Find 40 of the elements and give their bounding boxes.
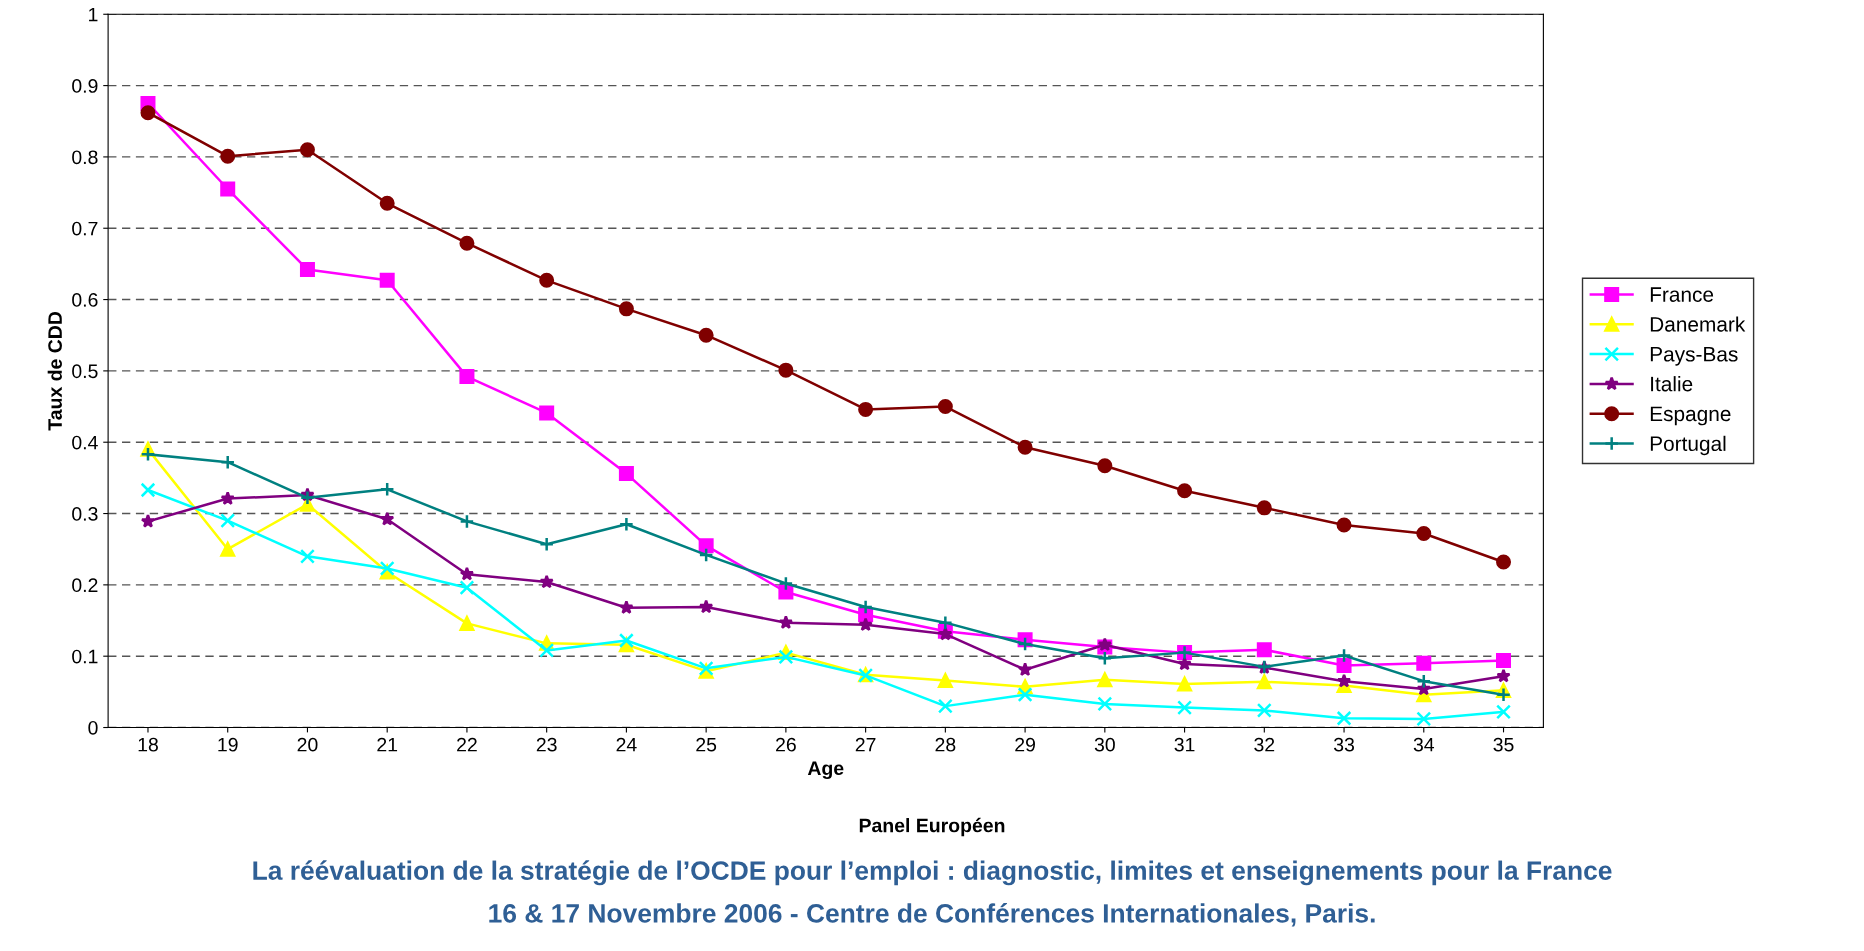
x-tick-label: 32 [1254, 737, 1275, 752]
x-tick-label: 22 [457, 737, 477, 752]
legend-label: Danemark [1650, 316, 1746, 332]
x-axis-title: Age [807, 761, 844, 780]
x-tick-label: 34 [1413, 737, 1435, 752]
y-axis-title: Taux de CDD [47, 311, 62, 431]
y-tick-label: 0.2 [72, 578, 98, 593]
y-tick-label: 0.7 [72, 221, 98, 236]
x-tick-label: 27 [855, 737, 876, 752]
y-tick-label: 1 [89, 7, 98, 22]
legend-label: Espagne [1650, 406, 1731, 426]
x-tick-label: 25 [696, 737, 717, 752]
y-tick-label: 0.5 [72, 364, 98, 379]
x-tick-label: 30 [1094, 737, 1115, 752]
x-tick-label: 18 [138, 737, 158, 752]
x-tick-label: 24 [616, 737, 637, 752]
legend-label: Portugal [1650, 435, 1726, 456]
x-tick-label: 23 [536, 737, 557, 752]
x-tick-label: 20 [297, 737, 318, 752]
y-tick-label: 0 [88, 720, 98, 735]
x-tick-label: 19 [218, 737, 238, 752]
x-tick-label: 21 [377, 737, 398, 752]
text: 16 & 17 Novembre 2006 - Centre de Conférences Internationales, Paris. [489, 903, 1375, 927]
legend-label: Pays-Bas [1650, 347, 1738, 366]
x-tick-label: 26 [776, 737, 796, 752]
x-tick-label: 29 [1015, 737, 1035, 752]
y-tick-label: 0.6 [72, 293, 98, 307]
text: Panel Européen [859, 817, 1005, 837]
x-tick-label: 31 [1174, 737, 1195, 752]
legend-label: France [1650, 287, 1714, 302]
text: La réévaluation de la stratégie de l’OCDE pour l’emploi : diagnostic, limites et enseignements pour la France [253, 860, 1612, 886]
y-tick-label: 0.9 [72, 79, 98, 93]
x-tick-label: 28 [935, 737, 956, 752]
y-tick-label: 0.3 [72, 507, 98, 521]
y-tick-label: 0.1 [72, 649, 98, 664]
legend-label: Italie [1651, 376, 1693, 392]
x-tick-label: 35 [1493, 737, 1514, 752]
x-tick-label: 33 [1333, 737, 1355, 752]
y-tick-label: 0.4 [72, 435, 98, 450]
y-tick-label: 0.8 [72, 150, 98, 165]
